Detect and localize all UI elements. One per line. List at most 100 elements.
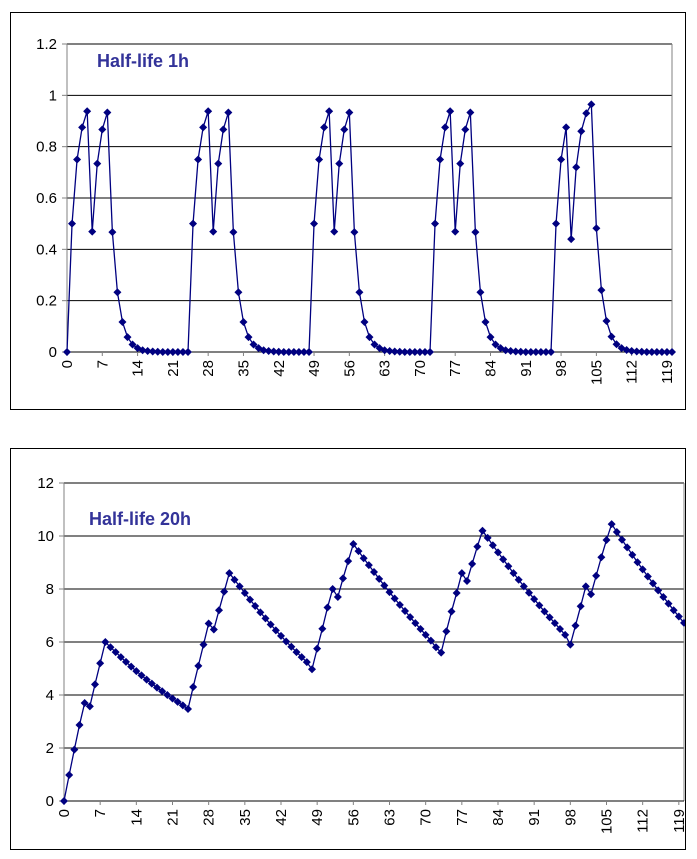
data-point <box>576 602 585 611</box>
data-point <box>220 587 229 596</box>
data-point <box>85 702 94 711</box>
series-line <box>63 522 685 802</box>
data-point <box>380 346 389 355</box>
data-point <box>234 288 243 297</box>
data-point <box>612 528 621 537</box>
data-point <box>116 653 125 662</box>
data-point <box>618 535 626 544</box>
data-point <box>323 603 332 612</box>
data-point <box>313 644 322 653</box>
data-point <box>123 333 132 342</box>
data-point <box>88 227 97 236</box>
data-point <box>395 600 404 609</box>
data-point <box>215 606 223 615</box>
data-point <box>209 625 218 634</box>
x-tick-label: 28 <box>201 809 218 826</box>
data-point <box>562 123 571 132</box>
data-point <box>385 346 394 355</box>
x-tick-label: 7 <box>92 809 109 817</box>
data-point <box>628 550 637 559</box>
data-point <box>108 228 117 237</box>
x-tick-label: 0 <box>56 809 73 817</box>
data-point <box>471 228 480 237</box>
data-point <box>101 638 110 646</box>
data-point <box>481 317 490 326</box>
data-point <box>483 533 492 542</box>
data-point <box>96 659 105 668</box>
data-point <box>511 347 520 356</box>
data-point <box>239 317 248 326</box>
x-tick-label: 98 <box>562 809 579 826</box>
data-point <box>535 601 544 610</box>
data-point <box>98 125 107 134</box>
data-point <box>249 340 258 349</box>
data-point <box>132 667 141 676</box>
data-point <box>567 235 576 244</box>
x-tick-label: 98 <box>553 360 570 377</box>
data-point <box>668 348 676 356</box>
data-point <box>225 569 234 578</box>
x-tick-label: 105 <box>599 809 616 834</box>
chart-panel-half-life-20h: 0 2 4 6 8 10 12 0 7 14 21 28 35 42 49 56 63 70 77 84 91 98 10… <box>10 448 686 850</box>
data-point <box>266 620 275 629</box>
data-point <box>607 520 616 529</box>
data-point <box>106 643 115 652</box>
y-tick-label: 10 <box>37 528 54 545</box>
data-point <box>315 155 324 164</box>
data-point <box>406 613 415 622</box>
x-tick-label: 70 <box>412 360 429 377</box>
data-point <box>259 346 268 355</box>
data-point <box>633 558 642 567</box>
data-point <box>178 701 187 710</box>
data-point <box>204 619 213 628</box>
data-point <box>647 348 656 356</box>
x-tick-labels: 0 7 14 21 28 35 42 49 56 63 70 77 84 91 98 105 112 119 <box>59 360 676 385</box>
data-point <box>163 691 172 699</box>
x-tick-label: 91 <box>526 809 543 826</box>
data-point <box>158 348 167 356</box>
y-tick-label: 0.6 <box>36 190 57 207</box>
data-point <box>349 539 358 548</box>
y-tick-label: 0.4 <box>36 241 57 258</box>
data-point <box>571 621 580 630</box>
data-point <box>597 553 606 562</box>
data-point <box>499 555 508 564</box>
data-point <box>442 627 451 636</box>
data-point <box>375 574 384 583</box>
data-point <box>587 590 595 599</box>
x-tick-label: 14 <box>128 809 145 826</box>
y-tick-label: 8 <box>46 581 54 598</box>
data-point <box>240 588 249 597</box>
data-point <box>354 547 363 556</box>
data-point <box>229 228 238 237</box>
data-point <box>468 559 477 568</box>
data-point <box>473 542 482 551</box>
data-point <box>657 348 666 356</box>
data-point <box>73 155 82 164</box>
x-tick-label: 112 <box>635 809 652 833</box>
data-point <box>209 227 218 236</box>
data-point <box>305 348 313 356</box>
x-tick-label: 49 <box>306 360 323 377</box>
y-tick-labels: 0 2 4 6 8 10 12 <box>37 475 54 810</box>
data-point <box>68 219 77 228</box>
data-point <box>63 348 71 356</box>
data-point <box>451 227 460 236</box>
x-tick-label: 119 <box>671 809 685 833</box>
data-point <box>246 595 254 604</box>
x-tick-label: 105 <box>588 360 605 385</box>
data-point <box>669 606 678 615</box>
data-point <box>380 581 389 590</box>
y-tick-label: 1.2 <box>36 36 57 53</box>
data-point <box>638 565 647 574</box>
data-point <box>552 219 561 228</box>
data-point <box>80 698 89 707</box>
data-point <box>137 671 146 680</box>
x-tick-label: 84 <box>483 360 500 377</box>
series-line-path <box>63 522 685 802</box>
data-point <box>318 624 327 633</box>
gridlines <box>64 482 684 802</box>
data-point <box>340 125 349 134</box>
data-point <box>168 694 177 703</box>
data-point <box>531 348 540 356</box>
